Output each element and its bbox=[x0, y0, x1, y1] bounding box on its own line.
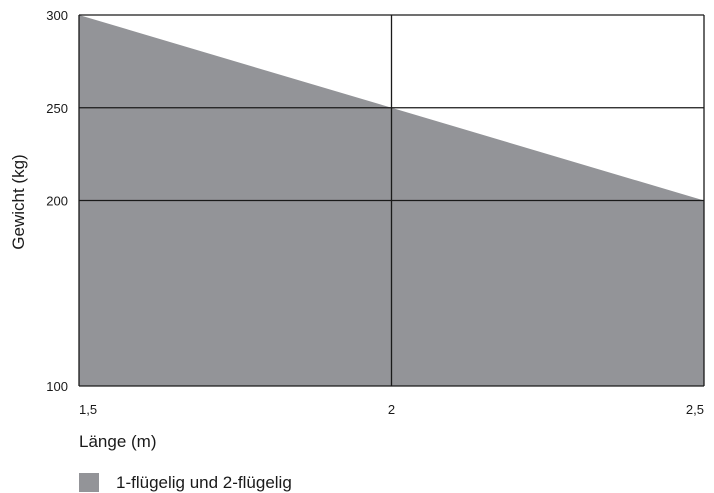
y-tick-label: 200 bbox=[46, 194, 68, 209]
y-tick-label: 100 bbox=[46, 379, 68, 394]
legend: 1-flügelig und 2-flügelig bbox=[79, 473, 292, 492]
y-tick-label: 250 bbox=[46, 101, 68, 116]
x-tick-label: 2,5 bbox=[686, 402, 704, 417]
grid-layer bbox=[78, 14, 705, 387]
y-tick-label: 300 bbox=[46, 8, 68, 23]
x-tick-label: 1,5 bbox=[79, 402, 97, 417]
x-axis-title: Länge (m) bbox=[79, 432, 156, 451]
x-tick-labels: 1,5 2 2,5 bbox=[79, 402, 704, 417]
x-tick-label: 2 bbox=[388, 402, 395, 417]
y-axis-title: Gewicht (kg) bbox=[9, 154, 28, 249]
y-tick-labels: 100 200 250 300 bbox=[46, 8, 68, 394]
legend-swatch bbox=[79, 473, 99, 492]
legend-label: 1-flügelig und 2-flügelig bbox=[116, 473, 292, 492]
